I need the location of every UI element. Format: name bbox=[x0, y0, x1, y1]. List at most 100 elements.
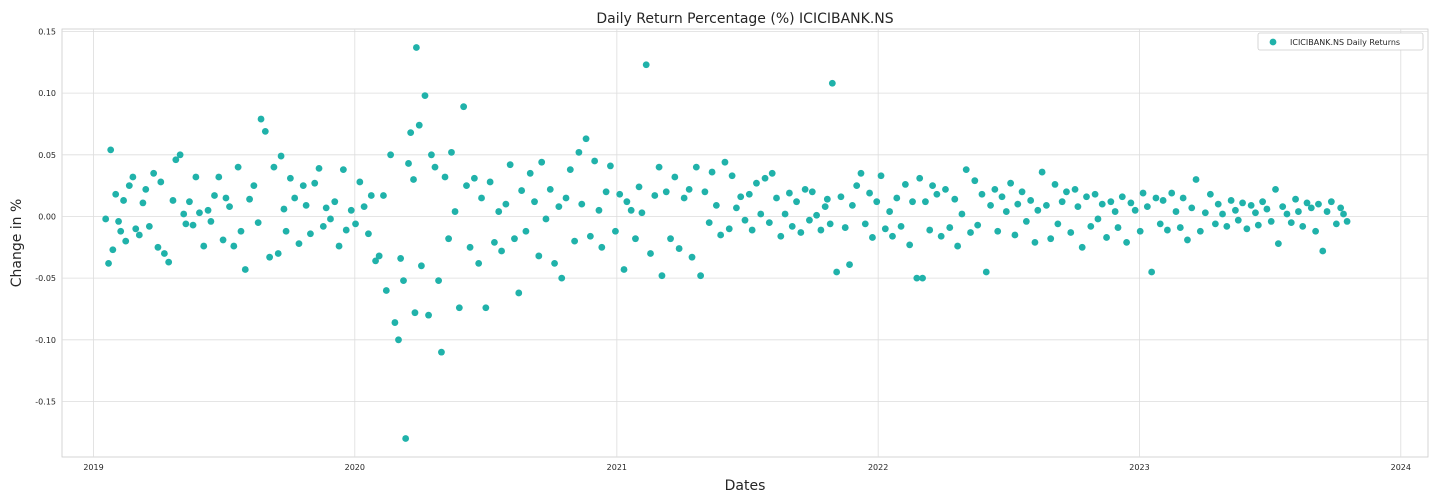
data-point bbox=[266, 253, 274, 261]
data-point bbox=[551, 259, 558, 267]
data-point bbox=[1287, 219, 1295, 227]
data-point bbox=[1098, 200, 1106, 208]
data-point bbox=[299, 182, 307, 190]
data-point bbox=[157, 178, 165, 186]
data-point bbox=[1234, 216, 1242, 224]
data-point bbox=[575, 148, 583, 156]
data-point bbox=[1164, 226, 1171, 234]
data-point bbox=[1031, 238, 1039, 246]
data-point bbox=[647, 250, 654, 257]
data-point bbox=[1091, 190, 1099, 198]
data-point bbox=[712, 201, 720, 209]
data-point bbox=[1343, 218, 1351, 225]
data-point bbox=[1295, 208, 1302, 215]
data-point bbox=[237, 227, 245, 235]
data-point bbox=[974, 221, 982, 229]
data-point bbox=[873, 198, 881, 206]
data-point bbox=[466, 243, 474, 251]
data-point bbox=[463, 182, 470, 190]
data-point bbox=[922, 198, 929, 206]
data-point bbox=[616, 190, 624, 198]
chart-title: Daily Return Percentage (%) ICICIBANK.NS bbox=[596, 11, 893, 27]
data-point bbox=[748, 226, 756, 234]
legend: ICICIBANK.NS Daily Returns bbox=[1257, 32, 1424, 51]
data-point bbox=[1111, 208, 1119, 215]
data-point bbox=[322, 204, 330, 212]
data-point bbox=[642, 61, 650, 69]
y-axis-label: Change in % bbox=[9, 199, 25, 288]
data-point bbox=[651, 192, 659, 199]
data-point bbox=[1011, 231, 1019, 239]
data-point bbox=[1223, 222, 1231, 230]
x-tick-label: 2020 bbox=[345, 463, 365, 472]
data-point bbox=[491, 238, 498, 246]
data-point bbox=[352, 220, 359, 228]
data-point bbox=[1232, 206, 1239, 214]
data-point bbox=[435, 277, 442, 285]
data-point bbox=[937, 232, 945, 240]
data-point bbox=[857, 169, 865, 177]
data-point bbox=[230, 242, 238, 250]
data-point bbox=[861, 220, 869, 228]
data-point bbox=[1071, 185, 1079, 193]
data-point bbox=[571, 237, 579, 245]
data-point bbox=[1319, 247, 1327, 255]
data-point bbox=[535, 252, 543, 260]
data-point bbox=[1211, 220, 1219, 228]
data-point bbox=[356, 178, 364, 186]
y-tick-label: 0.00 bbox=[38, 212, 56, 221]
data-point bbox=[926, 226, 934, 234]
data-point bbox=[402, 435, 410, 442]
data-point bbox=[395, 336, 402, 344]
data-point bbox=[160, 250, 168, 257]
data-point bbox=[1340, 210, 1347, 218]
data-point bbox=[115, 218, 122, 225]
data-point bbox=[482, 304, 490, 312]
data-point bbox=[757, 210, 765, 218]
data-point bbox=[219, 236, 227, 244]
y-tick-label: 0.10 bbox=[38, 89, 56, 98]
data-point bbox=[365, 230, 372, 238]
legend-box bbox=[1257, 32, 1424, 51]
data-point bbox=[881, 225, 889, 233]
data-point bbox=[627, 206, 635, 214]
data-point bbox=[200, 242, 208, 250]
data-point bbox=[562, 194, 570, 202]
data-point bbox=[367, 192, 375, 199]
data-point bbox=[1196, 227, 1204, 235]
data-point bbox=[319, 222, 327, 230]
data-point bbox=[978, 190, 986, 198]
data-point bbox=[788, 222, 796, 230]
data-point bbox=[286, 174, 294, 182]
data-point bbox=[866, 189, 873, 197]
data-point bbox=[817, 226, 825, 234]
data-point bbox=[274, 250, 282, 257]
data-point bbox=[122, 237, 130, 245]
data-point bbox=[448, 148, 455, 156]
data-point bbox=[555, 203, 563, 211]
data-point bbox=[591, 157, 599, 165]
data-point bbox=[1332, 220, 1340, 228]
data-point bbox=[1087, 222, 1095, 230]
data-point bbox=[909, 198, 916, 206]
data-point bbox=[315, 164, 323, 172]
data-point bbox=[869, 234, 876, 241]
data-point bbox=[826, 220, 834, 228]
data-point bbox=[169, 197, 177, 204]
data-point bbox=[1136, 227, 1144, 235]
data-point bbox=[455, 304, 463, 312]
data-point bbox=[418, 262, 425, 270]
x-tick-label: 2022 bbox=[868, 463, 888, 472]
data-point bbox=[421, 92, 429, 100]
data-point bbox=[1078, 243, 1086, 251]
data-point bbox=[919, 274, 926, 282]
data-point bbox=[929, 182, 936, 190]
data-point bbox=[1094, 215, 1102, 223]
data-point bbox=[768, 169, 776, 177]
data-point bbox=[1103, 234, 1110, 241]
data-point bbox=[708, 168, 716, 176]
data-point bbox=[425, 311, 432, 319]
data-point bbox=[246, 195, 253, 203]
data-point bbox=[135, 231, 143, 239]
